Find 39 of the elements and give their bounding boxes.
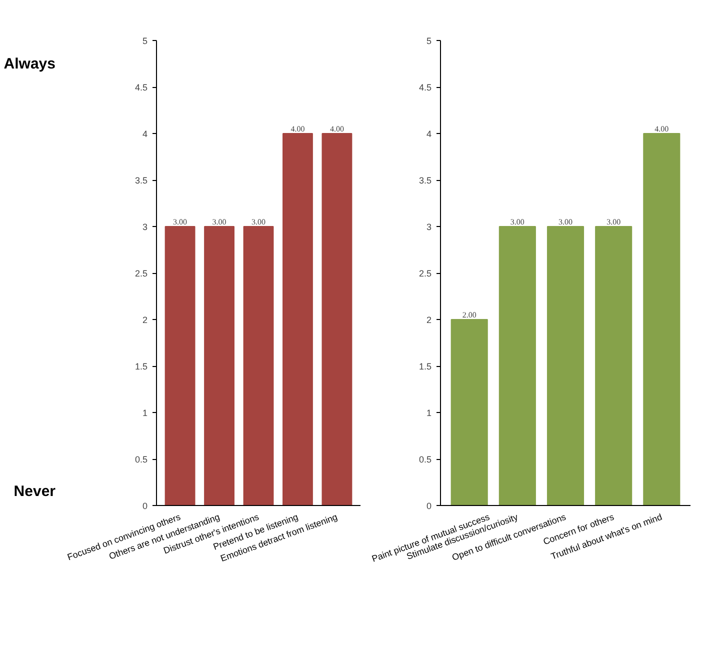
- y-tick-label: 3: [426, 222, 432, 232]
- bar: [450, 319, 488, 506]
- y-tick-label: 4.5: [418, 82, 432, 92]
- data-label: 3.00: [510, 218, 524, 226]
- y-tick-label: 2.5: [134, 268, 148, 278]
- y-tick-label: 1.5: [418, 362, 432, 372]
- data-label: 2.00: [462, 310, 476, 320]
- y-tick-label: 2.5: [418, 268, 432, 278]
- data-label: 3.00: [606, 218, 621, 226]
- y-tick-label: 1: [142, 408, 148, 418]
- data-label: 3.00: [173, 218, 188, 226]
- bar: [595, 226, 632, 506]
- y-tick-label: 3.5: [418, 176, 432, 186]
- y-tick-label: 0.5: [134, 454, 148, 464]
- data-label: 3.00: [558, 218, 572, 226]
- y-tick-label: 5: [426, 36, 432, 46]
- y-tick-label: 4.5: [134, 82, 148, 92]
- y-tick-label: 0.5: [418, 454, 432, 464]
- y-tick-label: 4: [426, 129, 432, 139]
- y-tick-label: 2: [142, 315, 148, 325]
- bar: [498, 226, 536, 506]
- text: Never: [14, 483, 56, 500]
- data-label: 4.00: [654, 124, 669, 134]
- y-tick-label: 3: [142, 222, 148, 232]
- y-tick-label: 5: [142, 36, 148, 46]
- data-label: 3.00: [212, 218, 226, 226]
- y-tick-label: 2: [426, 315, 432, 325]
- y-tick-label: 0: [142, 501, 148, 511]
- data-label: 4.00: [330, 124, 344, 134]
- y-tick-label: 3.5: [134, 176, 148, 186]
- y-tick-label: 4: [142, 129, 148, 139]
- bar: [643, 133, 680, 506]
- y-tick-label: 1: [426, 408, 432, 418]
- y-tick-label: 1.5: [134, 362, 148, 372]
- data-label: 3.00: [252, 218, 266, 226]
- data-label: 4.00: [290, 124, 305, 134]
- y-tick-label: 0: [426, 501, 432, 511]
- text: Always: [4, 55, 56, 72]
- bar: [546, 226, 584, 506]
